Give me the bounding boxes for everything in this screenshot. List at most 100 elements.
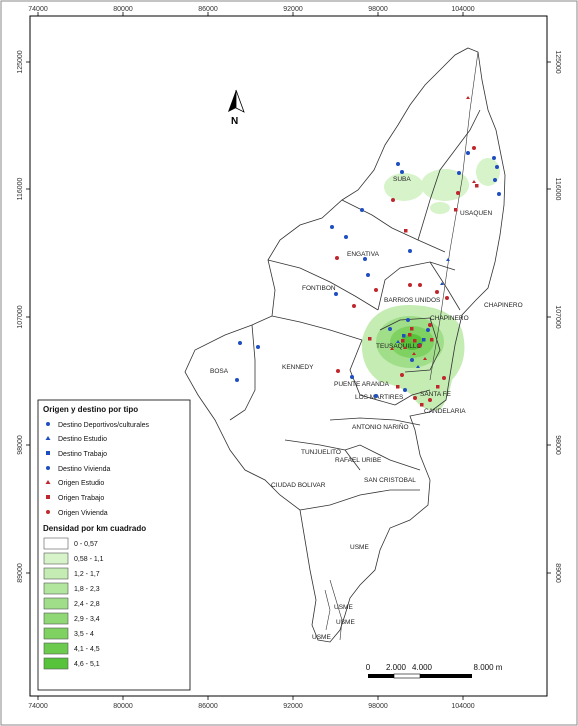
density-swatch-0 bbox=[43, 537, 69, 550]
north-arrow-right-half bbox=[235, 89, 245, 113]
x-tick-top-5: 104000 bbox=[451, 6, 474, 13]
density-swatch-6 bbox=[43, 627, 69, 640]
legend-density-title: Densidad por km cuadrado bbox=[43, 524, 146, 533]
x-tick-bottom-3: 92000 bbox=[283, 703, 303, 710]
red-circle-points bbox=[335, 146, 476, 402]
y-tick-left-3: 98000 bbox=[17, 435, 24, 455]
road-line bbox=[429, 51, 479, 381]
legend-symbol-destino-deportivos bbox=[46, 422, 50, 426]
city-outline bbox=[184, 47, 506, 643]
x-tick-bottom-2: 86000 bbox=[198, 703, 218, 710]
scale-bar: 0 2.000 4.000 8.000 m bbox=[366, 663, 503, 679]
legend-symbol-origen-estudio bbox=[45, 480, 51, 484]
boundary-puente-aranda bbox=[349, 339, 396, 406]
x-tick-top-1: 80000 bbox=[113, 6, 133, 13]
district-label-san-cristobal: SAN CRISTOBAL bbox=[364, 477, 416, 484]
x-tick-bottom-4: 98000 bbox=[368, 703, 388, 710]
point-symbols bbox=[235, 96, 501, 407]
district-label-usme-4: USME bbox=[312, 634, 331, 641]
district-label-kennedy: KENNEDY bbox=[282, 364, 314, 371]
boundary-fontibon-kennedy bbox=[271, 315, 363, 341]
boundary-engativa-fontibon bbox=[267, 259, 379, 311]
boundary-kennedy-bosa bbox=[229, 324, 256, 421]
scale-seg-1 bbox=[368, 674, 394, 678]
density-label-3: 1,8 - 2,3 bbox=[74, 586, 100, 593]
district-label-santa-fe: SANTA FE bbox=[420, 391, 452, 398]
x-tick-top-2: 86000 bbox=[198, 6, 218, 13]
district-label-bosa: BOSA bbox=[210, 368, 229, 375]
y-tick-left-1: 116000 bbox=[17, 177, 24, 200]
district-label-puente-aranda: PUENTE ARANDA bbox=[334, 381, 390, 388]
boundary-ciudad-bolivar bbox=[299, 489, 420, 511]
density-swatch-1 bbox=[43, 552, 69, 565]
tick-marks bbox=[26, 12, 551, 700]
x-tick-top-3: 92000 bbox=[283, 6, 303, 13]
x-tick-bottom-0: 74000 bbox=[28, 703, 48, 710]
district-label-chapinero: CHAPINERO bbox=[430, 315, 469, 322]
y-tick-right-1: 116000 bbox=[554, 178, 561, 201]
district-label-rafael-uribe: RAFAEL URIBE bbox=[335, 457, 382, 464]
legend-symbol-destino-trabajo bbox=[46, 451, 50, 455]
scale-label-2: 4.000 bbox=[412, 663, 433, 672]
density-swatch-7 bbox=[43, 642, 69, 655]
north-arrow-left-half bbox=[228, 90, 236, 112]
blue-triangle-points bbox=[396, 258, 450, 368]
density-swatch-4 bbox=[43, 597, 69, 610]
y-tick-left-4: 89000 bbox=[17, 563, 24, 583]
legend-symbol-origen-trabajo bbox=[46, 495, 50, 499]
x-tick-top-0: 74000 bbox=[28, 6, 48, 13]
y-tick-left-2: 107000 bbox=[17, 305, 24, 328]
district-label-tunjuelito: TUNJUELITO bbox=[301, 449, 341, 456]
density-label-2: 1,2 - 1,7 bbox=[74, 571, 100, 578]
district-label-candelaria: CANDELARIA bbox=[424, 408, 466, 415]
density-label-1: 0,58 - 1,1 bbox=[74, 556, 104, 563]
x-tick-bottom-1: 80000 bbox=[113, 703, 133, 710]
boundary-teusaquillo bbox=[379, 317, 441, 373]
x-tick-bottom-5: 104000 bbox=[451, 703, 474, 710]
density-area-usaquen-2 bbox=[476, 158, 500, 186]
legend-label-origen-trabajo: Origen Trabajo bbox=[58, 495, 104, 502]
density-label-8: 4,6 - 5,1 bbox=[74, 661, 100, 668]
y-tick-left-0: 125000 bbox=[17, 50, 24, 73]
density-area-usaquen-1 bbox=[421, 169, 469, 201]
north-arrow: N bbox=[228, 89, 245, 127]
density-swatch-3 bbox=[43, 582, 69, 595]
legend-symbol-origen-vivienda bbox=[46, 510, 50, 514]
boundary-martires bbox=[394, 389, 431, 406]
district-label-usme-1: USME bbox=[350, 544, 369, 551]
district-label-ciudad-bolivar: CIUDAD BOLIVAR bbox=[271, 482, 326, 489]
y-tick-right-2: 107000 bbox=[554, 305, 561, 328]
y-tick-right-0: 125000 bbox=[554, 50, 561, 73]
district-label-barrios-unidos: BARRIOS UNIDOS bbox=[384, 297, 441, 304]
boundary-antonio-narino bbox=[329, 417, 421, 426]
density-swatch-5 bbox=[43, 612, 69, 625]
blue-square-points bbox=[402, 334, 426, 342]
x-tick-top-4: 98000 bbox=[368, 6, 388, 13]
district-label-los-martires: LOS MARTIRES bbox=[355, 394, 404, 401]
district-labels: SUBA USAQUEN ENGATIVA FONTIBON BARRIOS U… bbox=[210, 176, 523, 641]
boundary-usme-river bbox=[324, 579, 343, 641]
scale-seg-2 bbox=[393, 673, 421, 679]
district-label-suba: SUBA bbox=[393, 176, 411, 183]
density-area-usaquen-3 bbox=[430, 202, 450, 214]
district-label-antonio-narino: ANTONIO NARIÑO bbox=[352, 422, 409, 431]
legend-label-destino-estudio: Destino Estudio bbox=[58, 436, 107, 443]
legend-label-origen-vivienda: Origen Vivienda bbox=[58, 510, 108, 517]
legend-label-destino-trabajo: Destino Trabajo bbox=[58, 451, 107, 458]
density-area-suba bbox=[384, 173, 424, 201]
boundary-rafael-uribe bbox=[344, 444, 421, 471]
legend-label-origen-estudio: Origen Estudio bbox=[58, 480, 104, 487]
density-label-0: 0 - 0,57 bbox=[74, 541, 98, 548]
scale-label-0: 0 bbox=[366, 663, 371, 672]
district-label-engativa: ENGATIVA bbox=[347, 251, 380, 258]
y-tick-right-3: 98000 bbox=[554, 435, 561, 455]
blue-circle-points bbox=[235, 151, 501, 398]
scale-label-1: 2.000 bbox=[386, 663, 407, 672]
boundary-suba-usaquen bbox=[417, 109, 481, 241]
district-label-usme-3: USME bbox=[336, 619, 355, 626]
legend-points-title: Origen y destino por tipo bbox=[43, 405, 138, 414]
north-label: N bbox=[231, 116, 238, 127]
density-swatch-2 bbox=[43, 567, 69, 580]
legend-symbol-destino-estudio bbox=[45, 436, 51, 440]
